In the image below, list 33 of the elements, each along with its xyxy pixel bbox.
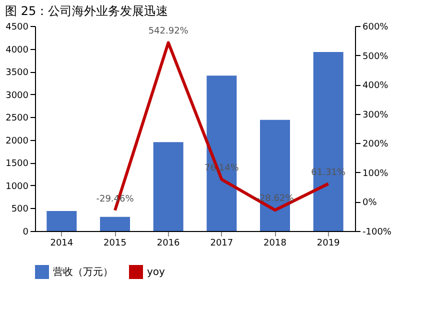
x-tick-label: 2016 (156, 238, 180, 248)
legend-label: yoy (147, 267, 166, 278)
y2-tick-label: 600% (362, 22, 389, 32)
legend-label: 营收（万元） (53, 266, 113, 278)
y-tick-label: 3500 (6, 68, 29, 78)
y-tick-label: 2500 (6, 114, 29, 124)
y-tick-label: 2000 (6, 136, 29, 146)
x-tick-label: 2019 (316, 238, 340, 248)
y-tick-label: 0 (22, 228, 29, 238)
x-tick-label: 2014 (50, 238, 74, 248)
y-tick-label: 3000 (6, 90, 29, 101)
data-label: 542.92% (148, 26, 189, 37)
bar (206, 76, 237, 231)
y-tick-label: 500 (11, 204, 29, 215)
y-tick-label: 1000 (6, 182, 29, 192)
y2-tick-label: 0% (362, 198, 378, 208)
bar (46, 210, 77, 231)
chart-title: 图 25：公司海外业务发展迅速 (5, 4, 168, 18)
bar (100, 216, 130, 231)
y2-tick-label: 100% (362, 168, 389, 179)
bar (313, 52, 344, 231)
y2-tick-label: 300% (362, 110, 389, 120)
y-tick-label: 4500 (6, 22, 29, 32)
y-tick-label: 4000 (6, 45, 29, 56)
x-tick-label: 2017 (210, 238, 234, 248)
y2-tick-label: 200% (362, 140, 389, 150)
y-tick-label: 1500 (6, 159, 29, 170)
x-tick-label: 2015 (104, 238, 126, 248)
y2-tick-label: -100% (362, 228, 392, 238)
y2-tick-label: 400% (362, 81, 389, 92)
x-tick-label: 2018 (264, 238, 287, 248)
bar (153, 142, 184, 231)
y2-tick-label: 500% (362, 52, 389, 62)
